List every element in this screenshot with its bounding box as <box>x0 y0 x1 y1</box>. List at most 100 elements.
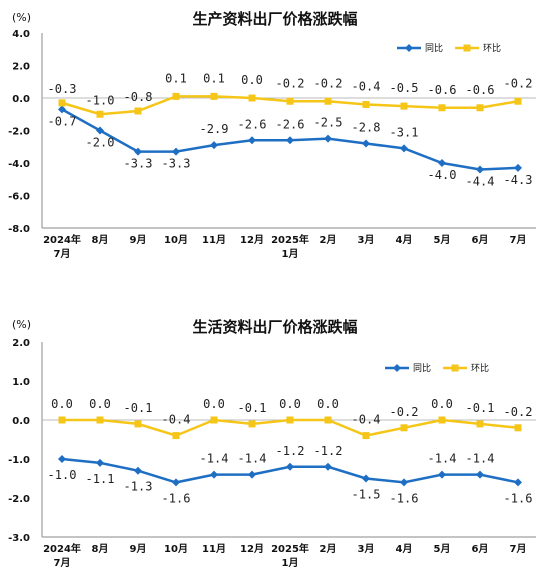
legend-label: 同比 <box>413 362 431 374</box>
x-tick-label-line2: 1月 <box>282 557 299 569</box>
data-label-yoy: -3.3 <box>124 157 153 171</box>
x-tick-label: 7月 <box>510 543 527 555</box>
data-point-mom <box>476 420 484 428</box>
data-point-yoy <box>134 147 142 156</box>
data-point-yoy <box>362 139 370 148</box>
legend-label: 同比 <box>425 42 443 54</box>
x-tick-label: 2024年 <box>43 542 81 555</box>
y-tick-label: 2.0 <box>12 338 30 349</box>
data-point-yoy <box>96 458 104 467</box>
data-label-mom: -0.2 <box>390 405 419 419</box>
data-point-yoy <box>172 147 180 156</box>
data-label-yoy: -1.1 <box>86 472 115 486</box>
x-tick-label: 3月 <box>358 234 375 246</box>
data-point-mom <box>476 104 484 112</box>
data-point-yoy <box>248 136 256 145</box>
data-label-yoy: -1.6 <box>162 491 191 505</box>
production-materials-chart: 生产资料出厂价格涨跌幅 (%) 4.0 2.0 0.0 -2.0 -4.0 -6.0 -8.0 2… <box>8 10 536 260</box>
data-point-mom <box>58 416 66 424</box>
data-point-mom <box>514 97 522 105</box>
data-point-yoy <box>400 144 408 153</box>
data-point-mom <box>172 92 180 100</box>
data-point-mom <box>96 416 104 424</box>
data-label-mom: -0.2 <box>504 405 533 419</box>
data-label-mom: 0.1 <box>165 71 187 85</box>
x-tick-label: 8月 <box>92 234 109 246</box>
data-point-mom <box>134 107 142 115</box>
data-point-yoy <box>172 478 180 487</box>
y-tick-label: -2.0 <box>8 494 30 505</box>
data-label-yoy: -1.6 <box>390 491 419 505</box>
data-point-yoy <box>476 470 484 479</box>
data-point-mom <box>438 104 446 112</box>
y-unit-label: (%) <box>12 318 31 331</box>
data-label-mom: -0.4 <box>352 80 381 94</box>
data-label-yoy: -1.5 <box>352 488 381 502</box>
data-point-mom <box>400 424 408 432</box>
data-point-mom <box>362 432 370 440</box>
data-label-mom: -0.4 <box>162 413 191 427</box>
y-tick-label: -4.0 <box>8 159 30 170</box>
data-label-mom: 0.0 <box>89 397 111 411</box>
y-tick-label: 2.0 <box>12 62 30 73</box>
data-label-mom: -0.5 <box>390 81 419 95</box>
data-label-yoy: -4.3 <box>504 173 533 187</box>
y-tick-label: 1.0 <box>12 377 30 388</box>
data-point-mom <box>438 416 446 424</box>
x-tick-label: 2025年 <box>271 542 309 555</box>
x-tick-label-line2: 7月 <box>54 248 71 260</box>
data-point-mom <box>324 416 332 424</box>
data-label-mom: -0.2 <box>314 76 343 90</box>
data-point-yoy <box>286 462 294 471</box>
data-label-yoy: -1.0 <box>48 468 77 482</box>
data-label-yoy: -3.1 <box>390 125 419 139</box>
data-label-yoy: -2.6 <box>238 117 267 131</box>
data-label-mom: -0.8 <box>124 90 153 104</box>
data-point-mom <box>362 101 370 108</box>
data-label-mom: -0.3 <box>48 82 77 96</box>
data-point-mom <box>286 97 294 105</box>
data-label-mom: 0.0 <box>317 397 339 411</box>
y-tick-label: -8.0 <box>8 224 30 235</box>
y-tick-label: -1.0 <box>8 455 30 466</box>
data-label-mom: -0.1 <box>466 401 495 415</box>
x-tick-label-line2: 7月 <box>54 557 71 569</box>
data-point-yoy <box>96 126 104 135</box>
x-tick-label: 11月 <box>202 543 226 555</box>
legend-label: 环比 <box>471 362 489 374</box>
legend-marker <box>451 364 459 372</box>
data-point-yoy <box>514 163 522 172</box>
chart-title: 生活资料出厂价格涨跌幅 <box>192 318 357 336</box>
data-label-yoy: -2.0 <box>86 136 115 150</box>
data-label-yoy: -1.6 <box>504 491 533 505</box>
legend-marker <box>393 364 401 372</box>
data-label-yoy: -4.0 <box>428 168 457 182</box>
data-point-yoy <box>362 474 370 483</box>
data-label-mom: 0.0 <box>279 397 301 411</box>
data-point-mom <box>210 92 218 100</box>
x-tick-label: 2月 <box>320 234 337 246</box>
x-tick-label: 5月 <box>434 543 451 555</box>
x-tick-label: 4月 <box>396 543 413 555</box>
x-tick-label: 8月 <box>92 543 109 555</box>
data-label-mom: 0.0 <box>51 397 73 411</box>
data-point-mom <box>514 424 522 432</box>
y-unit-label: (%) <box>12 11 31 24</box>
x-tick-label: 12月 <box>240 234 264 246</box>
x-tick-label: 12月 <box>240 543 264 555</box>
data-label-mom: 0.0 <box>431 397 453 411</box>
x-tick-label: 9月 <box>130 234 147 246</box>
data-point-yoy <box>286 136 294 145</box>
data-label-mom: -0.2 <box>276 76 305 90</box>
data-label-mom: -0.4 <box>352 413 381 427</box>
y-tick-label: -2.0 <box>8 127 30 138</box>
x-tick-label: 5月 <box>434 234 451 246</box>
y-tick-label: -3.0 <box>8 533 30 544</box>
data-point-yoy <box>58 455 66 463</box>
data-point-mom <box>400 102 408 110</box>
x-tick-label: 11月 <box>202 234 226 246</box>
data-label-yoy: -2.8 <box>352 121 381 135</box>
chart-title: 生产资料出厂价格涨跌幅 <box>192 10 357 28</box>
legend-marker <box>405 44 413 52</box>
y-tick-label: 0.0 <box>12 416 30 427</box>
